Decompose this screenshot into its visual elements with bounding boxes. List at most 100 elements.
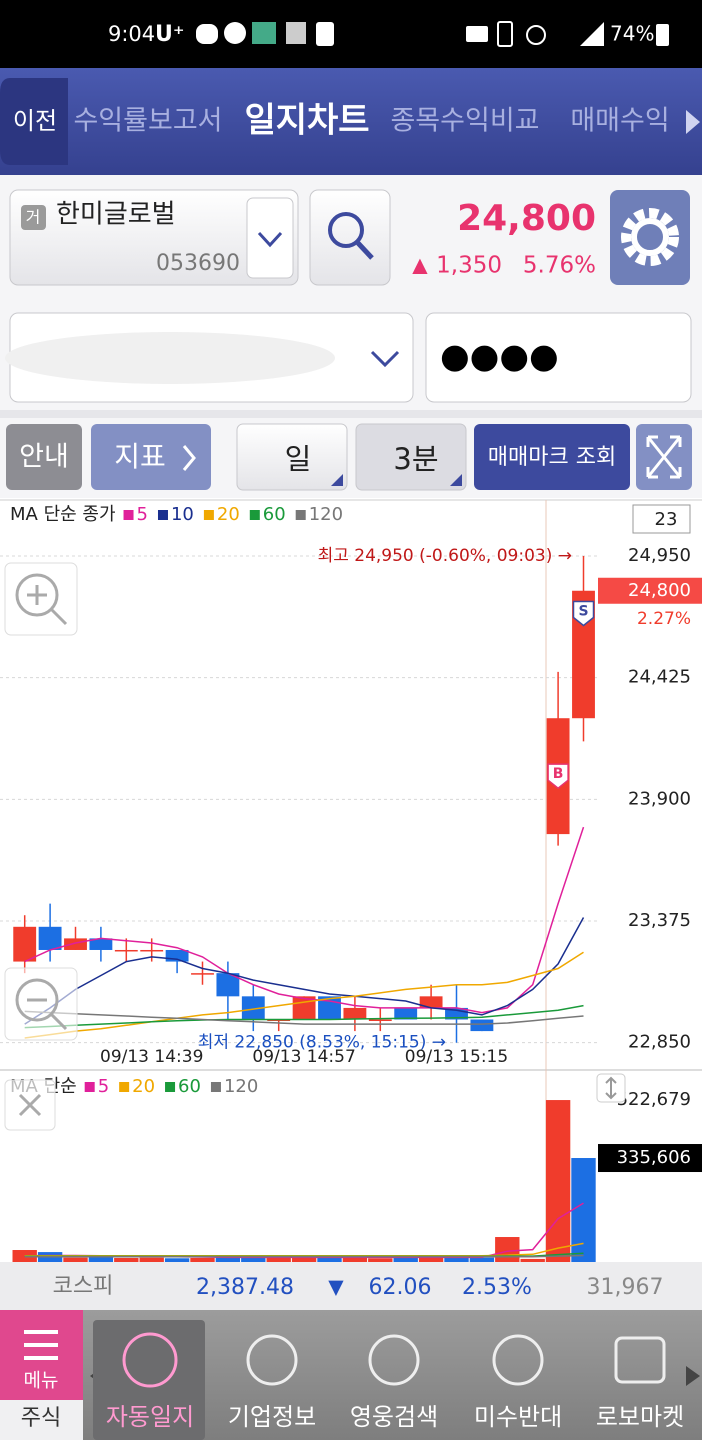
index-bar xyxy=(0,1262,702,1310)
section-label[interactable]: 주식 xyxy=(21,1406,61,1431)
legend-title: MA 단순 종가 xyxy=(10,504,116,525)
nav-item-label[interactable]: 로보마켓 xyxy=(596,1403,684,1431)
y-tick-label: 522,679 xyxy=(617,1089,691,1110)
corner-mark xyxy=(331,474,343,486)
index-change: 62.06 xyxy=(369,1275,432,1300)
ma-line xyxy=(24,917,585,1025)
trade-mark-button[interactable] xyxy=(474,424,630,490)
volume-bar xyxy=(215,1257,241,1262)
expand-icon xyxy=(646,435,682,479)
y-tick-label: 24,425 xyxy=(628,667,691,688)
x-tick-label: 09/13 14:39 xyxy=(100,1047,203,1067)
nav-item-active[interactable] xyxy=(93,1320,205,1440)
x-tick-label: 09/13 15:15 xyxy=(405,1047,508,1067)
masked-account xyxy=(5,332,335,384)
password-box[interactable] xyxy=(425,312,692,403)
current-change-label: 2.27% xyxy=(637,609,691,629)
indicator-button[interactable] xyxy=(91,424,211,490)
stock-change-pct: 5.76% xyxy=(523,253,596,279)
nav-arrow[interactable] xyxy=(686,110,700,134)
guide-button[interactable] xyxy=(6,424,82,490)
legend-swatch xyxy=(165,1082,176,1092)
candle-body xyxy=(267,1019,291,1022)
nav-item-label[interactable]: 자동일지 xyxy=(106,1403,194,1431)
settings-button[interactable] xyxy=(610,190,690,285)
indicator-label[interactable]: 지표 xyxy=(114,440,166,473)
volume-bar xyxy=(63,1257,88,1262)
stock-selector[interactable] xyxy=(9,189,299,286)
current-price-label: 24,800 xyxy=(628,580,691,601)
zoom-out-button[interactable] xyxy=(4,967,78,1041)
gear-icon xyxy=(631,218,669,256)
nav-bar xyxy=(0,68,702,175)
nav-icon xyxy=(614,1336,666,1384)
volume-bar xyxy=(139,1257,164,1262)
candle-body xyxy=(445,1007,468,1020)
trade-mark xyxy=(547,763,569,790)
nav-tab[interactable]: 매매수익 xyxy=(570,106,669,137)
legend-swatch xyxy=(295,510,306,520)
trade-mark-label: S xyxy=(578,603,588,619)
volume-bar xyxy=(291,1257,317,1262)
volume-bar xyxy=(190,1257,215,1262)
nav-item-label[interactable]: 미수반대 xyxy=(474,1403,562,1431)
change-mark: ▲ xyxy=(412,253,428,277)
index-direction: ▼ xyxy=(328,1275,344,1299)
market-badge xyxy=(21,205,46,230)
status-bar xyxy=(0,0,702,68)
legend-label: 20 xyxy=(132,1076,155,1097)
guide-label[interactable]: 안내 xyxy=(19,442,69,473)
menu-label[interactable]: 메뉴 xyxy=(24,1370,59,1392)
index-value: 2,387.48 xyxy=(196,1275,294,1300)
trade-mark xyxy=(572,600,595,627)
legend-swatch xyxy=(157,510,168,520)
nav-tab-active[interactable]: 일지차트 xyxy=(244,101,369,141)
trade-mark-label[interactable]: 매매마크 조회 xyxy=(488,445,616,470)
candle-body xyxy=(470,1019,494,1032)
legend-label: 5 xyxy=(98,1076,109,1097)
section-tab[interactable] xyxy=(0,1400,83,1440)
nav-item-label[interactable]: 영웅검색 xyxy=(350,1403,438,1431)
zoom-in-button[interactable] xyxy=(4,562,78,636)
search-button[interactable] xyxy=(309,189,391,286)
back-button[interactable] xyxy=(0,78,68,165)
last-value-box xyxy=(598,1144,702,1173)
menu-button[interactable] xyxy=(0,1310,83,1400)
candle-body xyxy=(368,1019,392,1022)
count-label: 23 xyxy=(655,509,678,530)
nav-tab[interactable]: 수익률보고서 xyxy=(73,106,222,137)
resize-icon xyxy=(605,1076,617,1100)
index-name: 코스피 xyxy=(53,1274,114,1299)
zoom-icon xyxy=(27,585,68,626)
low-annotation: 최저 22,850 (8.53%, 15:15) → xyxy=(198,1033,446,1053)
stock-price: 24,800 xyxy=(457,198,596,239)
back-label[interactable]: 이전 xyxy=(13,107,57,135)
candle-body xyxy=(394,1007,418,1020)
candle-body xyxy=(165,949,189,962)
volume-bar xyxy=(88,1257,114,1262)
interval-button[interactable] xyxy=(355,423,467,491)
chevron xyxy=(257,231,283,248)
close-icon xyxy=(18,1093,42,1117)
gear-icon xyxy=(621,208,679,266)
nav-arrow[interactable] xyxy=(686,1366,700,1386)
legend-swatch xyxy=(84,1082,95,1092)
volume-bar xyxy=(164,1258,190,1262)
volume-bar xyxy=(495,1237,520,1262)
interval-label[interactable]: 3분 xyxy=(393,442,438,476)
status-icon xyxy=(466,26,488,42)
period-button[interactable] xyxy=(236,423,348,491)
legend-label: 60 xyxy=(178,1076,201,1097)
period-label[interactable]: 일 xyxy=(285,442,312,476)
nav-tab[interactable]: 종목수익비교 xyxy=(390,106,539,137)
status-icon xyxy=(526,25,546,45)
ma-line xyxy=(24,1004,584,1029)
ma-line xyxy=(24,951,584,1039)
volume-bar xyxy=(571,1158,596,1262)
dropdown-button[interactable] xyxy=(246,197,294,279)
legend-swatch xyxy=(249,510,260,520)
legend-swatch xyxy=(203,510,214,520)
volume-bar xyxy=(241,1257,266,1262)
x-tick-label: 09/13 14:57 xyxy=(252,1047,355,1067)
nav-item-label[interactable]: 기업정보 xyxy=(228,1403,316,1431)
